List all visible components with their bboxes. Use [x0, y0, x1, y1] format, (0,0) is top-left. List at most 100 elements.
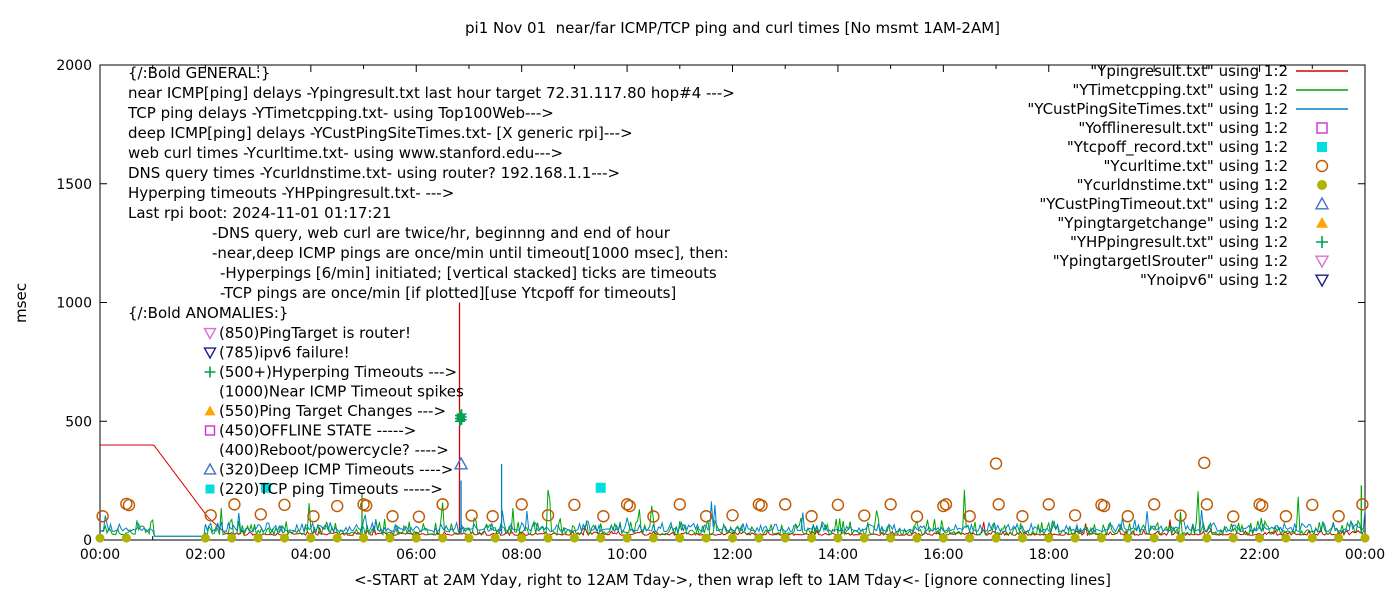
plus-marker [456, 409, 467, 420]
triangle-down-open-marker [1314, 255, 1330, 269]
chart-title: pi1 Nov 01 near/far ICMP/TCP ping and cu… [465, 19, 1000, 37]
circle-open-marker [1332, 510, 1345, 523]
circle-open-marker [1315, 159, 1329, 173]
circle-open-marker [278, 498, 291, 512]
legend-label: "YHPpingresult.txt" using 1:2 [1070, 233, 1288, 251]
square-open-marker [1316, 122, 1328, 134]
circle-open-marker [1306, 498, 1319, 512]
series-points-yhppingresult [454, 409, 467, 427]
circle-filled-marker [1317, 180, 1327, 190]
triangle-up-open-marker [1314, 196, 1330, 210]
x-tick-label: 16:00 [923, 547, 963, 563]
general-line: Last rpi boot: 2024-11-01 01:17:21 [128, 204, 392, 222]
legend-label: "Yofflineresult.txt" using 1:2 [1078, 119, 1288, 137]
circle-open-marker [597, 510, 610, 523]
circle-open-marker [1279, 510, 1293, 523]
circle-open-marker [910, 510, 924, 523]
x-tick-label: 00:00 [1345, 547, 1385, 563]
circle-filled-marker [1228, 533, 1238, 543]
circle-open-marker [989, 457, 1003, 470]
circle-filled-marker [1176, 533, 1186, 543]
anomaly-label: (850)PingTarget is router! [219, 324, 411, 342]
circle-filled-marker [438, 533, 448, 543]
circle-open-marker [254, 508, 267, 521]
circle-open-marker [1256, 499, 1269, 512]
circle-filled-marker [253, 533, 263, 543]
circle-filled-marker [95, 533, 105, 543]
series-points-ycurldnstime [95, 533, 1370, 543]
circle-open-marker [1356, 498, 1369, 511]
x-tick-label: 10:00 [607, 547, 647, 563]
triangle-up-filled-marker [1316, 217, 1328, 228]
circle-filled-marker [754, 533, 764, 543]
circle-filled-marker [490, 533, 500, 543]
legend-label: "Ynoipv6" using 1:2 [1140, 271, 1288, 289]
x-tick-label: 12:00 [712, 547, 752, 563]
circle-filled-marker [886, 533, 896, 543]
x-tick-label: 04:00 [291, 547, 331, 563]
circle-open-marker [779, 498, 792, 511]
triangle-down-open-marker [203, 347, 217, 360]
circle-open-marker [805, 510, 818, 523]
y-tick-label: 500 [65, 414, 92, 430]
circle-filled-marker [1307, 533, 1317, 543]
circle-filled-marker [1017, 533, 1027, 543]
circle-filled-marker [1360, 533, 1370, 543]
legend-label: "Ycurltime.txt" using 1:2 [1103, 157, 1288, 175]
circle-open-marker [568, 498, 581, 512]
y-tick-label: 0 [83, 533, 92, 549]
general-line: web curl times -Ycurltime.txt- using www… [128, 144, 563, 162]
circle-filled-marker [569, 533, 579, 543]
plus-marker [454, 410, 465, 421]
circle-filled-marker [780, 533, 790, 543]
circle-open-marker [228, 498, 241, 511]
circle-filled-marker [833, 533, 843, 543]
anomaly-label: (320)Deep ICMP Timeouts ----> [219, 461, 453, 479]
legend-label: "YCustPingTimeout.txt" using 1:2 [1039, 195, 1288, 213]
circle-filled-marker [543, 533, 553, 543]
circle-open-marker [755, 499, 768, 512]
legend-label: "Ytcpoff_record.txt" using 1:2 [1067, 138, 1288, 157]
circle-open-marker [307, 510, 320, 523]
circle-open-marker [412, 510, 426, 523]
circle-filled-marker [1202, 533, 1212, 543]
circle-open-marker [1200, 498, 1214, 511]
legend-label: "YpingtargetISrouter" using 1:2 [1053, 252, 1288, 270]
circle-open-marker [1198, 456, 1211, 470]
anomaly-label: (785)ipv6 failure! [219, 344, 350, 362]
circle-open-marker [330, 499, 344, 513]
circle-open-marker [1097, 499, 1111, 513]
y-tick-label: 2000 [56, 58, 92, 74]
circle-open-marker [1068, 509, 1082, 522]
circle-filled-marker [1096, 533, 1106, 543]
circle-filled-marker [859, 533, 869, 543]
general-line: deep ICMP[ping] delays -YCustPingSiteTim… [128, 124, 633, 142]
anomaly-label: (550)Ping Target Changes ---> [219, 402, 446, 420]
triangle-up-open-marker [453, 456, 469, 470]
x-tick-label: 02:00 [185, 547, 225, 563]
circle-filled-marker [1070, 533, 1080, 543]
circle-open-marker [1042, 498, 1055, 511]
circle-filled-marker [121, 533, 131, 543]
general-note: -DNS query, web curl are twice/hr, begin… [212, 224, 671, 242]
triangle-down-open-marker [203, 327, 217, 340]
circle-open-marker [726, 509, 739, 522]
circle-filled-marker [517, 533, 527, 543]
circle-filled-marker [675, 533, 685, 543]
circle-filled-marker [807, 533, 817, 543]
circle-filled-marker [648, 533, 658, 543]
circle-filled-marker [464, 533, 474, 543]
square-filled-marker [1317, 142, 1327, 152]
series-line-ycustpingsitetimes [99, 501, 1366, 537]
circle-filled-marker [965, 533, 975, 543]
anomaly-label: (450)OFFLINE STATE -----> [219, 422, 416, 440]
legend-label: "YTimetcpping.txt" using 1:2 [1072, 81, 1288, 99]
circle-filled-marker [912, 533, 922, 543]
circle-open-marker [1174, 509, 1187, 522]
circle-open-marker [541, 509, 555, 522]
general-note: -TCP pings are once/min [if plotted][use… [220, 284, 676, 302]
x-tick-label: 22:00 [1239, 547, 1279, 563]
circle-filled-marker [411, 533, 421, 543]
legend [1296, 70, 1348, 288]
